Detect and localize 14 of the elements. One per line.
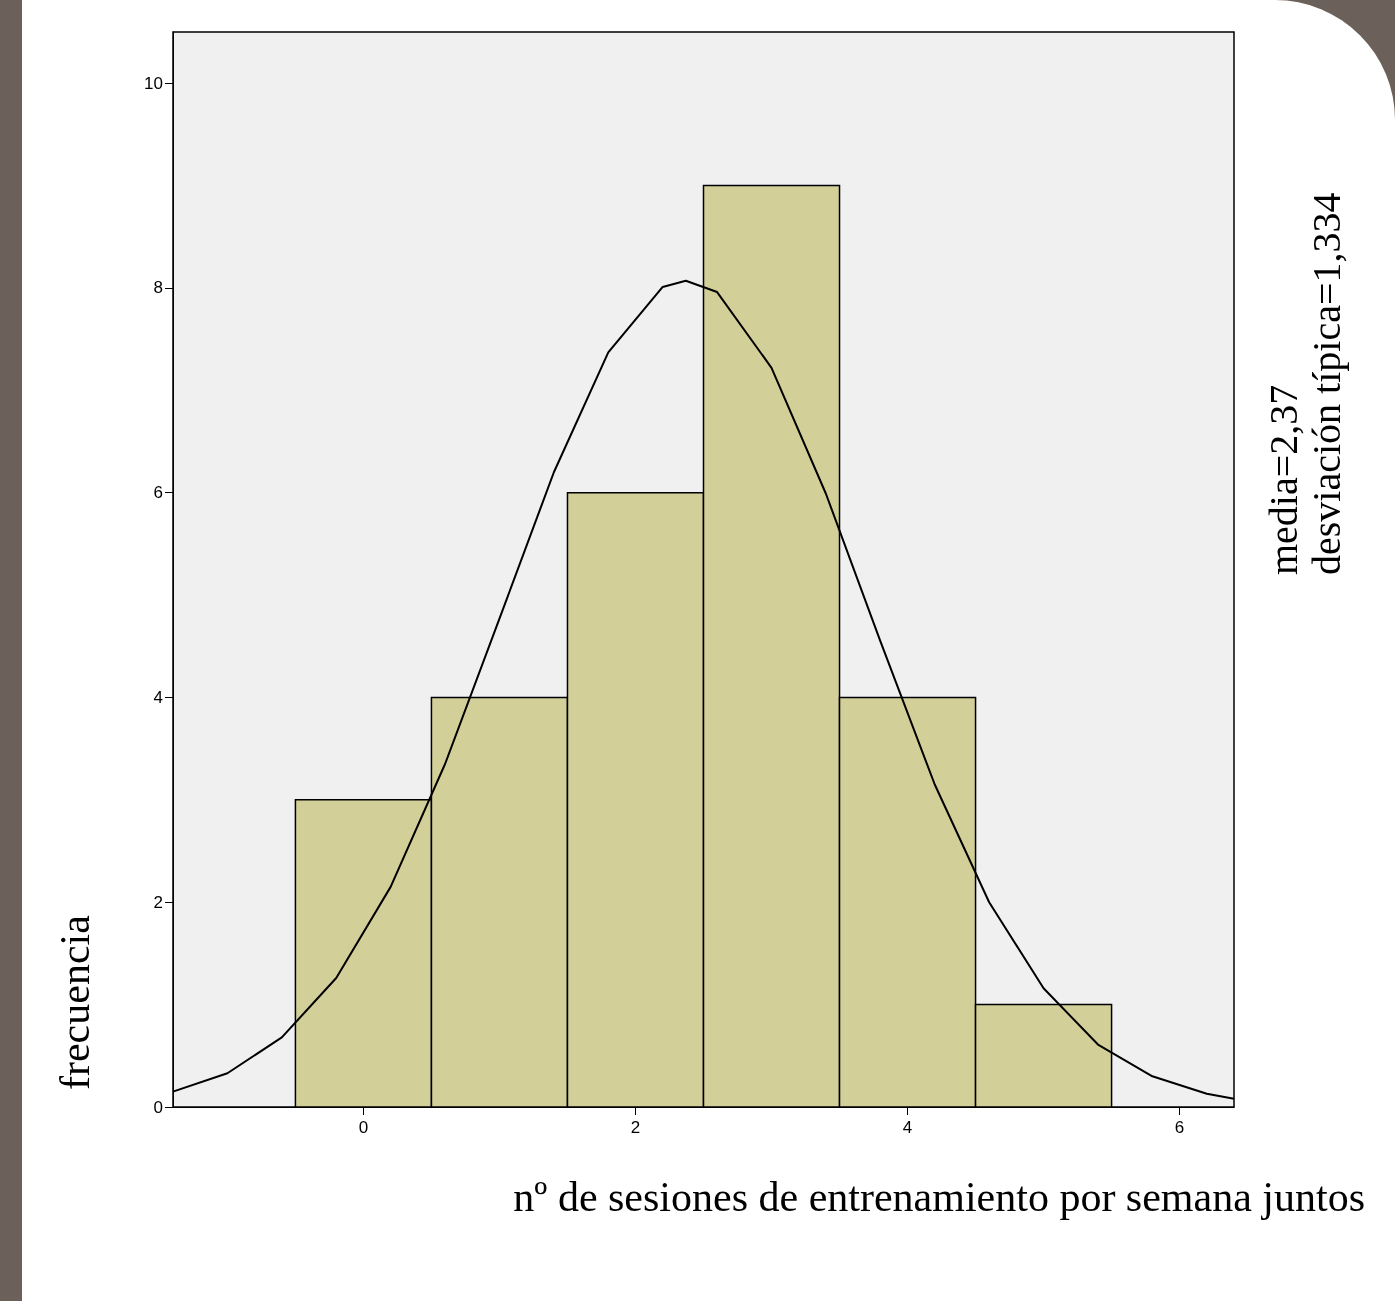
y-tick-label: 2: [153, 892, 163, 912]
y-tick-label: 4: [153, 687, 163, 707]
y-tick-label: 0: [153, 1097, 163, 1117]
y-tick-label: 10: [144, 73, 163, 93]
x-tick-label: 0: [358, 1118, 369, 1137]
x-tick-label: 2: [630, 1118, 641, 1137]
x-tick-label: 6: [1174, 1118, 1185, 1137]
text: media=2,37: [1260, 384, 1306, 575]
y-axis-title: frecuencia: [52, 914, 98, 1090]
x-tick-label: 4: [902, 1118, 913, 1137]
y-tick-label: 8: [153, 278, 163, 298]
x-axis-title: nº de sesiones de entrenamiento por semana juntos: [513, 1174, 1365, 1220]
text: desviación típica=1,334: [1303, 192, 1349, 575]
y-tick-label: 6: [153, 483, 163, 503]
